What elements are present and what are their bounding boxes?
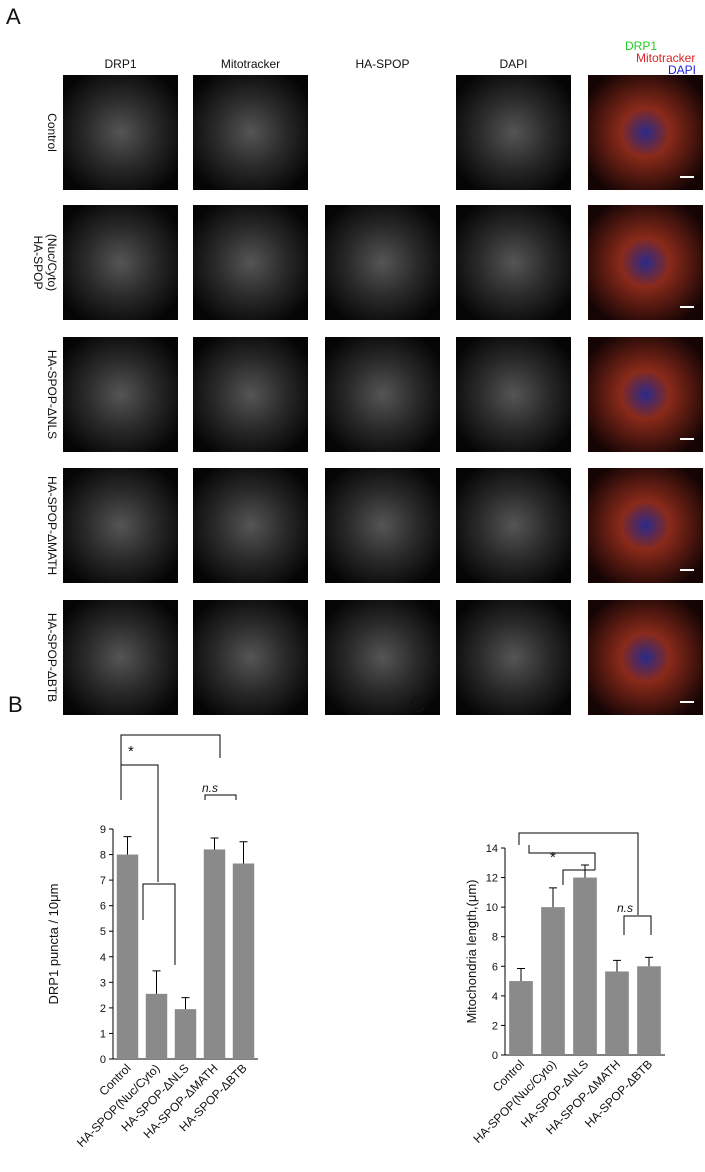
y-tick-label: 3	[100, 977, 106, 989]
y-tick-label: 8	[100, 850, 106, 862]
row-label: HA-SPOP	[31, 235, 45, 289]
panel-label: C	[410, 692, 426, 717]
bar	[145, 993, 168, 1059]
error-bar	[517, 968, 525, 982]
bracket	[562, 869, 595, 885]
micrograph	[325, 337, 440, 452]
micrograph	[193, 468, 308, 583]
bar	[232, 863, 255, 1059]
micrograph	[193, 337, 308, 452]
column-header: DRP1	[104, 57, 136, 71]
micrograph	[193, 75, 308, 190]
y-axis-label: Mitochondria length,(μm)	[464, 879, 479, 1023]
merge-image	[588, 337, 703, 452]
error-bar	[239, 841, 248, 864]
merge-image	[588, 75, 703, 190]
bar	[541, 907, 565, 1055]
merge-image	[588, 468, 703, 583]
bracket	[623, 915, 652, 935]
merge-image	[588, 205, 703, 320]
micrograph	[63, 205, 178, 320]
annotation: n.s	[617, 901, 633, 915]
micrograph	[63, 337, 178, 452]
bar	[509, 981, 533, 1055]
image-grid: DRP1 Mitotracker HA-SPOP DAPI Control HA-SPOP…	[31, 57, 703, 715]
micrograph	[325, 468, 440, 583]
y-tick-label: 8	[492, 932, 498, 944]
bracket	[142, 883, 176, 965]
micrograph	[63, 468, 178, 583]
merge-label: Mitotracker	[636, 51, 695, 65]
micrograph	[456, 337, 571, 452]
micrograph	[325, 205, 440, 320]
y-tick-label: 0	[100, 1054, 106, 1066]
y-tick-label: 5	[100, 926, 106, 938]
bracket	[120, 764, 159, 882]
y-tick-label: 0	[492, 1050, 498, 1062]
row-label: HA-SPOP-ΔNLS	[45, 350, 59, 439]
y-tick-label: 6	[100, 901, 106, 913]
y-tick-label: 12	[486, 873, 498, 885]
row-label: HA-SPOP-ΔMATH	[45, 476, 59, 575]
column-header: HA-SPOP	[355, 57, 409, 71]
y-tick-label: 7	[100, 875, 106, 887]
bracket	[518, 832, 639, 915]
bar	[573, 877, 597, 1055]
row-label: HA-SPOP-ΔBTB	[45, 613, 59, 702]
micrograph	[456, 600, 571, 715]
micrograph	[63, 600, 178, 715]
micrograph	[193, 600, 308, 715]
bar	[605, 971, 629, 1055]
column-header: DAPI	[499, 57, 527, 71]
error-bar	[181, 997, 190, 1010]
y-tick-label: 4	[100, 952, 106, 964]
y-tick-label: 9	[100, 824, 106, 836]
y-tick-label: 10	[486, 902, 498, 914]
micrograph	[456, 75, 571, 190]
y-tick-label: 6	[492, 961, 498, 973]
micrograph	[456, 205, 571, 320]
error-bar	[152, 970, 161, 994]
y-tick-label: 2	[100, 1003, 106, 1015]
bracket	[528, 845, 596, 870]
row-label: Control	[45, 113, 59, 152]
column-header: Mitotracker	[221, 57, 280, 71]
micrograph	[193, 205, 308, 320]
merge-label: DRP1	[625, 39, 657, 53]
annotation: *	[550, 849, 556, 866]
micrograph	[63, 75, 178, 190]
annotation: n.s	[202, 781, 218, 795]
y-axis-label: DRP1 puncta / 10μm	[46, 884, 61, 1005]
bar	[174, 1009, 197, 1059]
error-bar	[549, 887, 557, 908]
merge-image	[588, 600, 703, 715]
error-bar	[613, 959, 621, 972]
panel-label: B	[8, 692, 23, 717]
bar	[637, 966, 661, 1055]
y-tick-label: 1	[100, 1028, 106, 1040]
bar	[116, 854, 139, 1059]
error-bar	[123, 836, 132, 855]
merge-label: DAPI	[668, 63, 696, 77]
micrograph	[325, 600, 440, 715]
bracket	[204, 794, 237, 800]
error-bar	[581, 864, 589, 878]
panel-label: A	[6, 4, 21, 29]
row-label: (Nuc/Cyto)	[45, 234, 59, 291]
error-bar	[645, 956, 653, 967]
y-tick-label: 14	[486, 843, 498, 855]
error-bar	[210, 837, 219, 850]
bar	[203, 849, 226, 1059]
y-tick-label: 4	[492, 991, 498, 1003]
annotation: *	[128, 743, 134, 760]
micrograph	[456, 468, 571, 583]
y-tick-label: 2	[492, 1020, 498, 1032]
